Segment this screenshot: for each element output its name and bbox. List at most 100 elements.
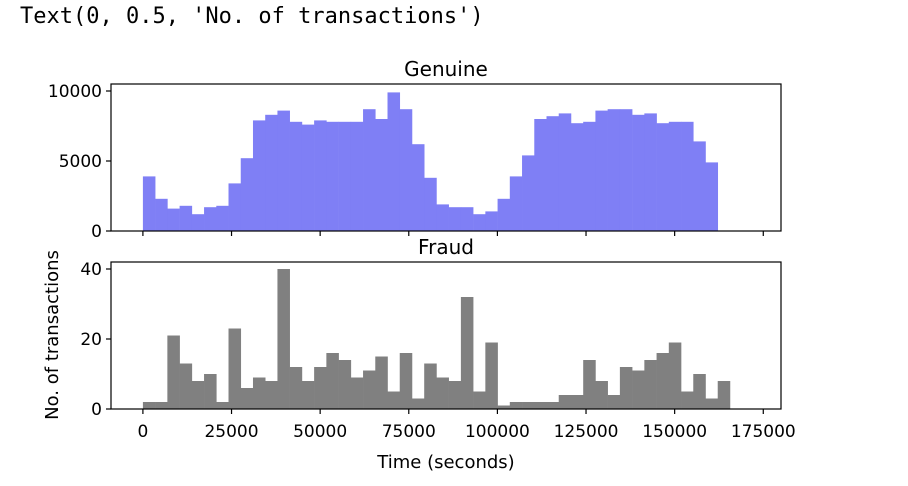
genuine-bar xyxy=(179,205,193,231)
genuine-bar xyxy=(681,121,694,231)
x-axis-label: Time (seconds) xyxy=(376,452,514,473)
fraud-bar xyxy=(338,360,352,409)
fraud-bar xyxy=(485,342,498,409)
fraud-ytick-label: 20 xyxy=(80,330,102,350)
fraud-axes: Fraud 0 20 40 0 25000 50000 75000 100000 125000 15… xyxy=(80,235,795,442)
genuine-bar xyxy=(142,176,156,231)
genuine-bar xyxy=(619,109,633,231)
genuine-bar xyxy=(375,119,388,231)
genuine-bar xyxy=(460,207,474,231)
fraud-bar xyxy=(509,402,523,409)
genuine-bar xyxy=(424,177,437,231)
fraud-bar xyxy=(705,398,719,409)
fraud-bar xyxy=(363,370,376,409)
fraud-bar xyxy=(399,353,413,409)
fraud-bar xyxy=(436,377,449,409)
fraud-bar xyxy=(252,377,266,409)
fraud-xtick-label: 0 xyxy=(137,422,148,442)
fraud-bar xyxy=(656,353,670,409)
fraud-bar xyxy=(216,402,229,409)
fraud-bar xyxy=(644,360,657,409)
fraud-bar xyxy=(411,398,425,409)
genuine-bar xyxy=(204,207,217,231)
genuine-bar xyxy=(656,123,670,231)
fraud-bar xyxy=(350,377,364,409)
fraud-bar xyxy=(632,370,645,409)
fraud-bar xyxy=(473,391,486,409)
fraud-bar xyxy=(240,388,254,409)
genuine-axes-frame xyxy=(110,83,782,232)
genuine-bar xyxy=(668,121,682,231)
fraud-bar xyxy=(717,381,731,409)
genuine-bar xyxy=(411,144,425,231)
fraud-axes-frame xyxy=(110,261,782,410)
genuine-bar xyxy=(473,214,486,231)
fraud-title: Fraud xyxy=(418,235,474,259)
genuine-bar xyxy=(265,114,278,231)
genuine-bar xyxy=(387,92,401,232)
fraud-bar xyxy=(289,367,303,409)
fraud-bar xyxy=(460,297,474,409)
fraud-bar xyxy=(155,402,168,409)
fraud-bar xyxy=(534,402,547,409)
fraud-ytick-label: 0 xyxy=(91,400,102,420)
genuine-bar xyxy=(301,124,315,231)
genuine-bar xyxy=(289,121,303,231)
fraud-bar xyxy=(277,269,290,409)
fraud-xtick-label: 50000 xyxy=(293,422,347,442)
fraud-bar xyxy=(424,363,437,409)
genuine-bar xyxy=(436,204,449,231)
fraud-xtick-label: 150000 xyxy=(642,422,707,442)
fraud-bar xyxy=(265,381,278,409)
fraud-bar xyxy=(204,374,217,409)
fraud-bar xyxy=(179,363,193,409)
genuine-bar xyxy=(167,208,180,231)
genuine-bar xyxy=(632,114,645,231)
genuine-bar xyxy=(252,120,266,231)
fraud-bar xyxy=(558,395,572,409)
genuine-bar xyxy=(534,119,547,231)
fraud-bar xyxy=(619,367,633,409)
fraud-bar xyxy=(607,395,621,409)
genuine-bar xyxy=(350,121,364,231)
genuine-bar xyxy=(326,121,339,231)
genuine-bar xyxy=(522,155,535,231)
genuine-bar xyxy=(338,121,352,231)
genuine-bar xyxy=(216,205,229,231)
fraud-ytick-label: 40 xyxy=(80,260,102,280)
fraud-xtick-label: 25000 xyxy=(204,422,258,442)
genuine-bar xyxy=(607,109,621,231)
genuine-ytick-label: 5000 xyxy=(59,152,102,172)
fraud-bar xyxy=(167,335,180,409)
fraud-bar xyxy=(314,367,327,409)
genuine-bar xyxy=(497,198,511,231)
fraud-bar xyxy=(301,381,315,409)
fraud-bar xyxy=(595,381,608,409)
genuine-bar xyxy=(509,176,523,231)
fraud-bar xyxy=(448,381,462,409)
genuine-bar xyxy=(595,110,608,231)
genuine-bar xyxy=(570,123,584,231)
genuine-axes: Genuine 0 5000 10000 xyxy=(48,57,782,242)
fraud-bar xyxy=(497,405,511,409)
fraud-xtick-label: 100000 xyxy=(465,422,530,442)
genuine-bar xyxy=(314,120,327,231)
genuine-bar xyxy=(399,109,413,231)
fraud-bar xyxy=(583,360,596,409)
cell-output-text: Text(0, 0.5, 'No. of transactions') xyxy=(20,4,484,29)
genuine-ytick-label: 0 xyxy=(91,222,102,242)
fraud-bar xyxy=(228,328,242,409)
fraud-bar xyxy=(546,402,560,409)
genuine-bar xyxy=(644,113,657,231)
fraud-bar xyxy=(191,381,205,409)
genuine-bar xyxy=(693,141,706,231)
fraud-xtick-label: 125000 xyxy=(554,422,619,442)
genuine-bar xyxy=(240,158,254,231)
fraud-bar xyxy=(522,402,535,409)
fraud-bar xyxy=(693,374,706,409)
y-axis-label: No. of transactions xyxy=(42,250,63,420)
fraud-bar xyxy=(326,353,339,409)
fraud-bar xyxy=(570,395,584,409)
fraud-bar xyxy=(387,391,401,409)
fraud-bar xyxy=(681,391,694,409)
